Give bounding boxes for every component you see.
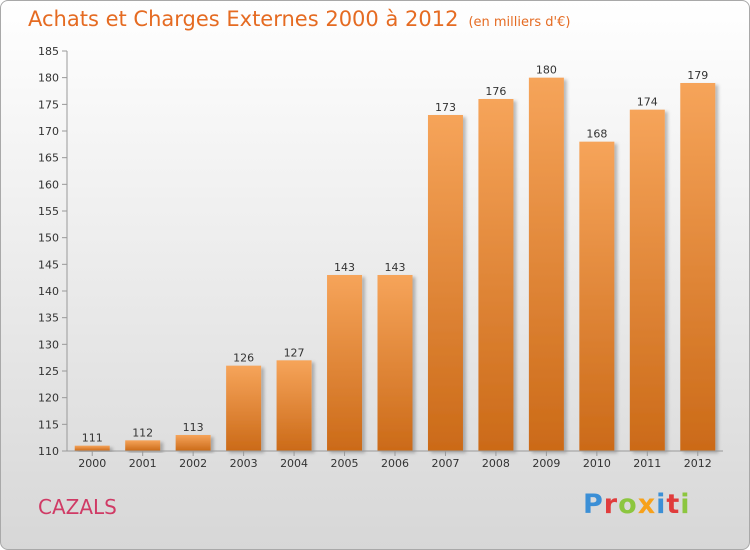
logo-letter: i (656, 489, 667, 520)
bar (528, 77, 564, 452)
x-tick-label: 2007 (431, 457, 459, 470)
y-tick-label: 115 (38, 418, 59, 431)
bar-value-label: 173 (435, 101, 456, 114)
y-tick-label: 150 (38, 232, 59, 245)
bar (579, 141, 615, 451)
bar (427, 115, 463, 451)
bar-value-label: 111 (82, 432, 103, 445)
y-tick-label: 120 (38, 392, 59, 405)
y-tick-label: 125 (38, 365, 59, 378)
y-tick-label: 185 (38, 45, 59, 58)
y-tick-label: 135 (38, 312, 59, 325)
unit-label: (en milliers d'€) (468, 15, 571, 30)
bar (74, 445, 110, 451)
bar-value-label: 143 (385, 261, 406, 274)
bars: 111 112 113 126 127 143 143 173 176 180 168 174 179 (74, 64, 716, 452)
bar (478, 99, 514, 451)
x-tick-label: 2000 (78, 457, 106, 470)
bar-value-label: 168 (586, 128, 607, 141)
bar-value-label: 143 (334, 261, 355, 274)
y-tick-label: 160 (38, 178, 59, 191)
x-tick-label: 2012 (684, 457, 712, 470)
y-tick-label: 180 (38, 72, 59, 85)
bar (226, 365, 262, 451)
bar-value-label: 174 (637, 96, 658, 109)
y-tick-label: 110 (38, 445, 59, 458)
x-tick-label: 2002 (179, 457, 207, 470)
x-tick-label: 2010 (583, 457, 611, 470)
commune-name: CAZALS (38, 495, 117, 519)
y-tick-label: 175 (38, 98, 59, 111)
y-axis: 110 115 120 125 130 135 140 145 150 155 160 165 170 1… (38, 45, 68, 458)
bar-value-label: 176 (485, 85, 506, 98)
bar (629, 109, 665, 452)
y-tick-label: 170 (38, 125, 59, 138)
bar-value-label: 180 (536, 64, 557, 77)
bar-value-label: 126 (233, 352, 254, 365)
x-tick-label: 2003 (230, 457, 258, 470)
x-tick-label: 2009 (532, 457, 560, 470)
x-axis: 2000 2001 2002 2003 2004 2005 2006 2007 2008 2009… (67, 450, 723, 470)
bar (175, 435, 211, 451)
bar-value-label: 127 (284, 346, 305, 359)
x-tick-label: 2011 (633, 457, 661, 470)
bar-value-label: 112 (132, 426, 153, 439)
proxiti-logo: Proxiti (583, 489, 691, 520)
chart-title: Achats et Charges Externes 2000 à 2012 (e… (28, 7, 570, 31)
x-tick-label: 2004 (280, 457, 308, 470)
logo-letter: P (583, 489, 604, 520)
logo-letter: i (680, 489, 691, 520)
bar (125, 440, 161, 451)
bar-value-label: 179 (687, 69, 708, 82)
x-tick-label: 2005 (331, 457, 359, 470)
title-text: Achats et Charges Externes 2000 à 2012 (28, 7, 459, 31)
y-tick-label: 140 (38, 285, 59, 298)
y-tick-label: 165 (38, 152, 59, 165)
y-tick-label: 130 (38, 338, 59, 351)
x-tick-label: 2008 (482, 457, 510, 470)
bar (327, 275, 363, 451)
bar-value-label: 113 (183, 421, 204, 434)
logo-letter: r (603, 489, 619, 520)
x-tick-label: 2006 (381, 457, 409, 470)
y-tick-label: 145 (38, 258, 59, 271)
bar (377, 275, 413, 451)
y-tick-label: 155 (38, 205, 59, 218)
logo-letter: t (666, 489, 681, 520)
logo-letter: o (618, 489, 638, 520)
logo-letter: x (637, 489, 657, 520)
bar (680, 83, 716, 451)
bar (276, 360, 312, 451)
x-tick-label: 2001 (129, 457, 157, 470)
